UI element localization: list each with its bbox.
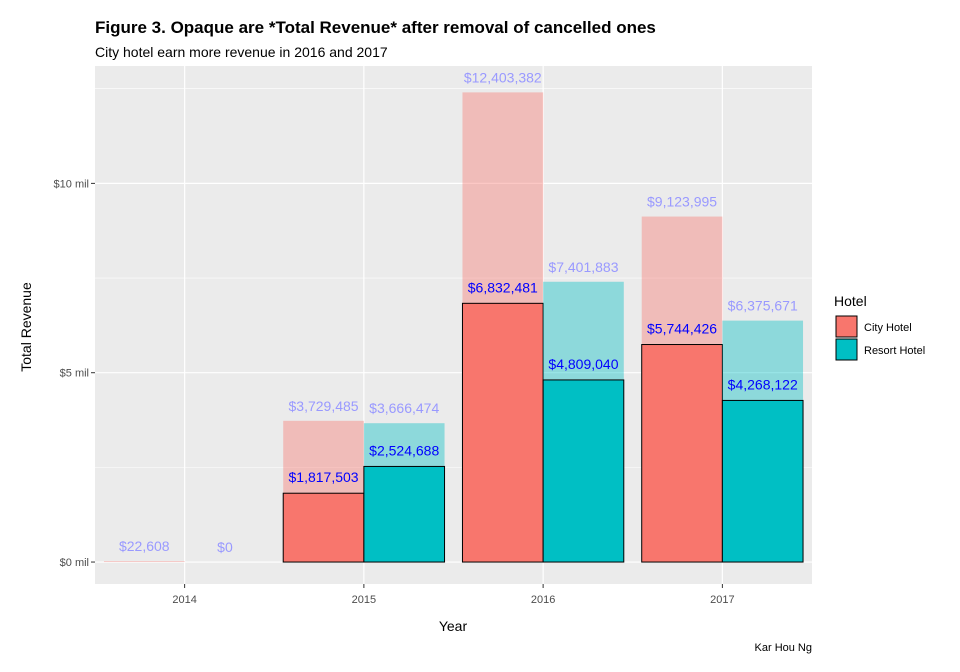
label-net-resort-hotel-2016: $4,809,040 bbox=[548, 356, 618, 372]
bar-net-city-hotel-2017 bbox=[641, 344, 723, 563]
label-net-city-hotel-2017: $5,744,426 bbox=[647, 321, 717, 337]
legend-key-city-hotel bbox=[835, 315, 858, 338]
chart-title: Figure 3. Opaque are *Total Revenue* aft… bbox=[95, 18, 656, 37]
bar-net-resort-hotel-2015 bbox=[363, 465, 446, 563]
bar-net-resort-hotel-2016 bbox=[542, 379, 625, 563]
x-tick-label: 2014 bbox=[172, 594, 196, 606]
x-tick-label: 2016 bbox=[531, 594, 555, 606]
label-net-resort-hotel-2017: $4,268,122 bbox=[728, 376, 798, 392]
y-tick-label: $10 mil bbox=[54, 178, 89, 190]
legend-title: Hotel bbox=[834, 293, 867, 309]
bar-net-city-hotel-2016 bbox=[461, 302, 544, 563]
chart-caption: Kar Hou Ng bbox=[755, 642, 812, 654]
data-labels: $22,608 $3,729,485 $1,817,503 $12,403,382 $6… bbox=[119, 69, 798, 555]
label-net-resort-hotel-2015: $2,524,688 bbox=[369, 442, 439, 458]
legend-label-city-hotel: City Hotel bbox=[864, 322, 912, 334]
bar-net-resort-hotel-2017 bbox=[721, 399, 804, 563]
y-axis-title: Total Revenue bbox=[18, 282, 34, 372]
label-net-city-hotel-2016: $6,832,481 bbox=[468, 279, 538, 295]
bar-net-city-hotel-2015 bbox=[282, 492, 365, 563]
label-total-resort-hotel-2015: $3,666,474 bbox=[369, 400, 439, 416]
label-total-resort-hotel-2016: $7,401,883 bbox=[548, 259, 618, 275]
bars bbox=[103, 92, 804, 563]
x-tick-label: 2015 bbox=[352, 594, 376, 606]
legend-label-resort-hotel: Resort Hotel bbox=[864, 345, 925, 357]
label-total-resort-hotel-2017: $6,375,671 bbox=[728, 298, 798, 314]
x-tick-label: 2017 bbox=[710, 594, 734, 606]
y-axis: $0 mil $5 mil $10 mil bbox=[54, 178, 95, 569]
label-total-city-hotel-2016: $12,403,382 bbox=[464, 69, 542, 85]
x-axis: 2014 2015 2016 2017 bbox=[172, 584, 735, 606]
y-tick-label: $5 mil bbox=[60, 368, 89, 380]
label-net-city-hotel-2015: $1,817,503 bbox=[289, 469, 359, 485]
y-tick-label: $0 mil bbox=[60, 557, 89, 569]
label-total-city-hotel-2014: $22,608 bbox=[119, 538, 170, 554]
chart-subtitle: City hotel earn more revenue in 2016 and… bbox=[95, 44, 388, 60]
label-total-city-hotel-2015: $3,729,485 bbox=[289, 398, 359, 414]
label-total-city-hotel-2017: $9,123,995 bbox=[647, 194, 717, 210]
label-total-resort-hotel-2014: $0 bbox=[217, 539, 233, 555]
legend: Hotel City Hotel Resort Hotel bbox=[834, 293, 925, 361]
bar-total-city-hotel-2014 bbox=[103, 561, 185, 563]
x-axis-title: Year bbox=[439, 618, 468, 634]
legend-key-resort-hotel bbox=[835, 338, 858, 361]
